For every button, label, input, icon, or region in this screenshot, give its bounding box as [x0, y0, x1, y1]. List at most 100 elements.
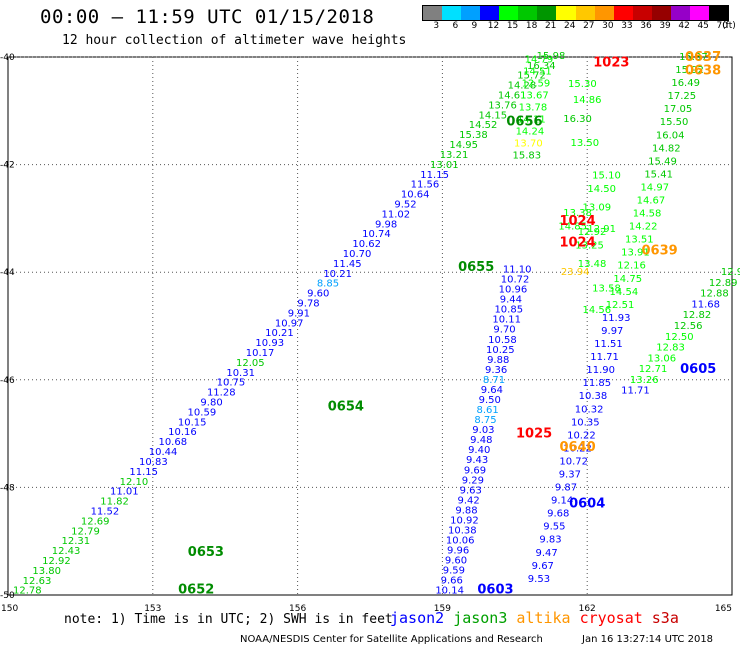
scale-tick-label: 12 — [487, 21, 500, 31]
wave-height-value: 10.15 — [178, 417, 207, 428]
wave-height-value: 10.31 — [226, 368, 255, 379]
wave-height-value: 10.62 — [352, 239, 381, 250]
wave-height-value: 10.22 — [567, 430, 596, 441]
wave-height-value: 8.75 — [474, 415, 496, 426]
wave-height-value: 15.92 — [675, 65, 704, 76]
pass-time-label: 0640 — [559, 440, 595, 455]
wave-height-value: 16.49 — [671, 78, 700, 89]
wave-height-value: 12.31 — [61, 536, 90, 547]
wave-height-value: 12.89 — [709, 278, 738, 289]
wave-height-value: 9.80 — [200, 398, 222, 409]
wave-height-value: 11.71 — [590, 352, 619, 363]
wave-height-value: 15.30 — [568, 79, 597, 90]
wave-height-value: 9.83 — [539, 535, 561, 546]
wave-height-value: 15.10 — [592, 170, 621, 181]
wave-height-value: 8.61 — [477, 405, 499, 416]
pass-time-label: 0638 — [685, 63, 721, 78]
wave-height-value: 14.22 — [629, 222, 658, 233]
wave-height-value: 14.67 — [637, 196, 666, 207]
color-scale-bar — [422, 5, 729, 21]
wave-height-value: 12.69 — [81, 516, 110, 527]
wave-height-value: 11.90 — [586, 365, 615, 376]
scale-tick-label: 33 — [621, 21, 633, 31]
wave-height-value: 10.59 — [188, 407, 217, 418]
wave-height-value: 13.21 — [440, 150, 469, 161]
wave-height-value: 9.87 — [555, 483, 577, 494]
map-frame — [7, 56, 733, 596]
lat-label: -42 — [0, 161, 15, 171]
scale-tick-label: 27 — [583, 21, 595, 31]
wave-height-value: 13.01 — [430, 160, 459, 171]
wave-height-value: 13.58 — [592, 283, 621, 294]
wave-height-value: 12.91 — [587, 224, 616, 235]
pass-time-label: 1025 — [516, 427, 552, 442]
wave-height-value: 10.72 — [559, 456, 588, 467]
scale-swatch — [480, 6, 500, 20]
wave-height-value: 14.56 — [583, 305, 612, 316]
units-note: note: 1) Time is in UTC; 2) SWH is in fe… — [64, 612, 393, 627]
wave-height-value: 9.42 — [458, 495, 480, 506]
wave-height-value: 10.11 — [492, 315, 521, 326]
wave-height-value: 9.55 — [543, 522, 565, 533]
pass-time-label: 0639 — [642, 244, 678, 259]
wave-height-value: 10.32 — [575, 404, 604, 415]
pass-time-label: 0654 — [328, 400, 364, 415]
scale-tick-label: 39 — [659, 21, 671, 31]
wave-height-value: 15.49 — [648, 156, 677, 167]
wave-height-value: 12.63 — [23, 576, 52, 587]
wave-height-value: 14.97 — [640, 182, 669, 193]
wave-height-value: 10.96 — [499, 285, 528, 296]
pass-time-label: 0637 — [685, 50, 721, 65]
wave-height-value: 14.58 — [633, 209, 662, 220]
pass-time-label: 1023 — [593, 55, 629, 70]
wave-height-value: 14.24 — [516, 127, 545, 138]
wave-height-value: 10.14 — [435, 586, 464, 597]
wave-height-value: 12.50 — [665, 332, 694, 343]
wave-height-value: 23.94 — [561, 267, 590, 278]
pass-time-label: 0652 — [178, 583, 214, 598]
wave-height-value: 13.91 — [621, 248, 650, 259]
wave-height-value: 15.38 — [459, 130, 488, 141]
scale-tick-label: 30 — [602, 21, 614, 31]
wave-height-value: 13.76 — [488, 100, 517, 111]
track-0603-0604: 10.149.669.599.609.9610.0610.3810.929.88… — [435, 265, 605, 598]
wave-height-value: 12.43 — [52, 546, 81, 557]
wave-height-value: 13.48 — [578, 259, 607, 270]
wave-height-value: 15.98 — [537, 51, 566, 62]
lat-label: -50 — [0, 591, 15, 601]
pass-time-label: 0605 — [680, 362, 716, 377]
wave-height-value: 9.40 — [468, 445, 490, 456]
pass-time-label: 0603 — [477, 583, 513, 598]
wave-height-value: 14.86 — [573, 95, 602, 106]
wave-height-value: 13.51 — [625, 235, 654, 246]
pass-time-label: 0653 — [188, 545, 224, 560]
wave-height-value: 11.28 — [207, 388, 236, 399]
scale-swatch — [537, 6, 557, 20]
wave-height-value: 8.85 — [317, 279, 339, 290]
scale-swatch — [518, 6, 538, 20]
scale-tick-label: 24 — [564, 21, 576, 31]
wave-height-value: 10.35 — [571, 417, 600, 428]
wave-height-value: 9.60 — [445, 556, 467, 567]
wave-height-value: 13.09 — [583, 203, 612, 214]
satellite-legend-altika: altika — [516, 609, 571, 627]
pass-time-label: 0604 — [569, 497, 605, 512]
wave-height-value: 8.71 — [483, 375, 505, 386]
scale-tick-label: 18 — [525, 21, 538, 31]
scale-swatch — [461, 6, 481, 20]
wave-height-value: 15.41 — [644, 169, 673, 180]
wave-height-value: 12.9 — [721, 267, 740, 278]
wave-height-value: 11.68 — [691, 299, 720, 310]
wave-height-value: 13.26 — [630, 375, 659, 386]
scale-swatch — [689, 6, 709, 20]
wave-height-value: 9.60 — [307, 289, 329, 300]
wave-height-value: 9.96 — [447, 546, 469, 557]
scale-tick-label: 6 — [452, 21, 459, 31]
lon-label: 165 — [715, 604, 732, 614]
wave-height-value: 11.02 — [382, 209, 411, 220]
wave-height-value: 9.97 — [601, 326, 623, 337]
scale-swatch — [594, 6, 614, 20]
wave-height-value: 13.78 — [519, 103, 548, 114]
scale-unit-label: (ft) — [722, 21, 736, 31]
